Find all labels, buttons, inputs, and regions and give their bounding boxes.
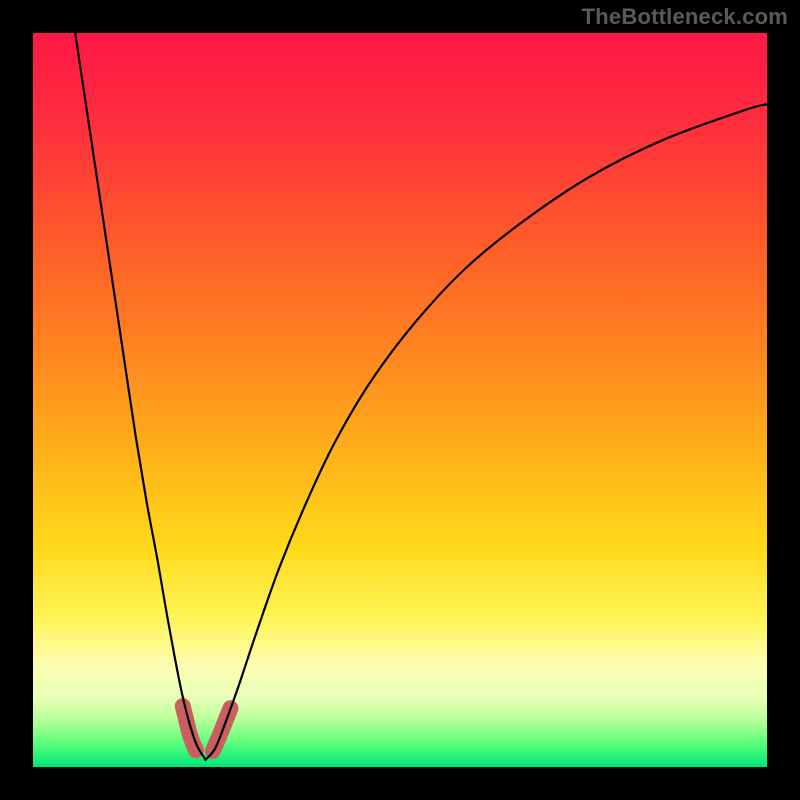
bottleneck-chart [33,33,767,767]
stage: TheBottleneck.com [0,0,800,800]
watermark-text: TheBottleneck.com [582,4,788,30]
chart-svg [33,33,767,767]
